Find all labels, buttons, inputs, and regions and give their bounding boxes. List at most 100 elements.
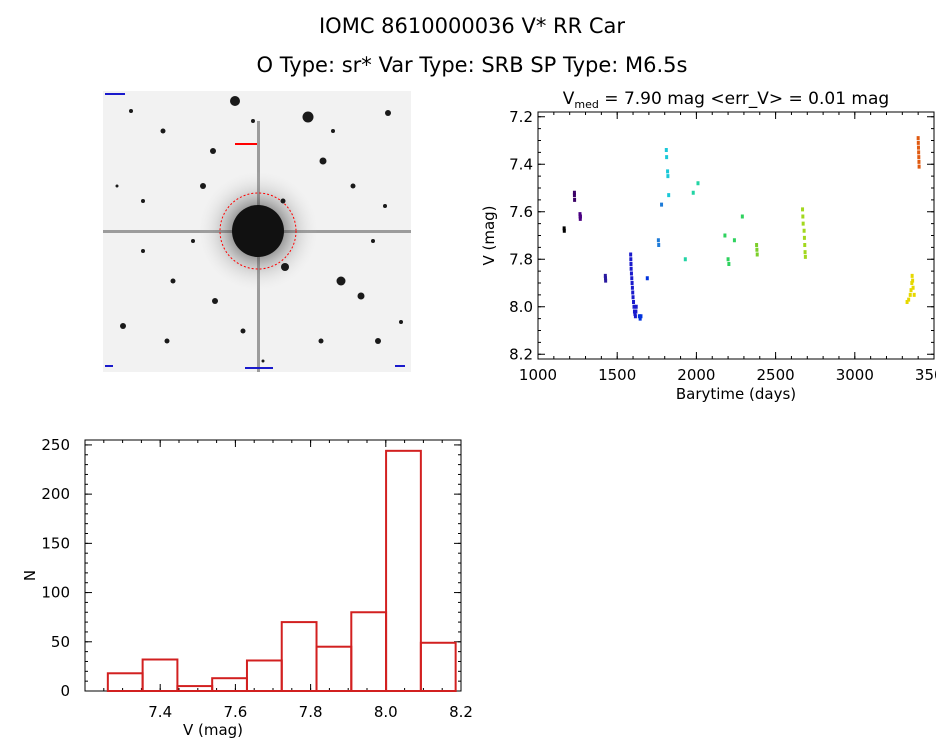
x-tick-label: 2000 <box>677 366 715 384</box>
data-point <box>727 262 731 266</box>
y-axis-label: V (mag) <box>480 205 498 265</box>
x-tick-label: 1500 <box>598 366 636 384</box>
data-point <box>683 257 687 262</box>
data-point <box>629 262 633 266</box>
data-point <box>603 273 607 278</box>
star-dot <box>371 239 375 243</box>
star-dot <box>164 338 170 344</box>
data-point <box>726 257 730 262</box>
data-point <box>910 273 914 278</box>
data-point <box>912 292 916 297</box>
data-point <box>917 150 921 155</box>
star-dot <box>399 320 403 324</box>
histogram-bar <box>280 621 318 692</box>
star-dot <box>251 119 255 123</box>
data-point <box>916 136 920 141</box>
data-point <box>691 190 695 195</box>
data-point <box>657 243 661 247</box>
data-point <box>656 238 660 243</box>
data-point <box>667 193 671 198</box>
data-point <box>916 140 920 145</box>
star-dot <box>319 157 327 165</box>
data-point <box>572 190 576 195</box>
data-point <box>631 290 635 295</box>
data-point <box>803 243 807 247</box>
y-tick-label: 200 <box>41 485 70 503</box>
histogram-bar <box>141 658 179 692</box>
data-point <box>911 285 915 290</box>
data-point <box>631 295 635 300</box>
star-dot <box>280 198 286 204</box>
y-tick-label: 100 <box>41 584 70 602</box>
data-point <box>573 197 577 202</box>
data-point <box>562 226 566 231</box>
x-tick-label: 7.8 <box>299 703 323 721</box>
star-dot <box>336 276 346 286</box>
x-axis-label: Barytime (days) <box>676 385 796 403</box>
background-stars <box>115 96 403 363</box>
data-point <box>803 250 807 255</box>
y-tick-label: 8.0 <box>509 298 533 316</box>
histogram-bar <box>245 659 283 692</box>
data-point <box>908 292 912 297</box>
data-point <box>634 304 638 309</box>
data-point <box>572 193 576 198</box>
data-point <box>629 271 633 276</box>
data-point <box>907 297 911 302</box>
star-dot <box>212 298 218 304</box>
y-axis-label: N <box>21 570 39 581</box>
data-point <box>801 221 805 226</box>
x-tick-label: 8.0 <box>374 703 398 721</box>
star-dot <box>210 148 216 154</box>
star-dot <box>115 184 119 188</box>
data-point <box>604 278 608 283</box>
histogram-bar <box>419 641 457 693</box>
data-point <box>802 228 806 233</box>
star-dot <box>160 128 166 134</box>
star-dot <box>375 338 381 344</box>
star-dot <box>318 338 324 344</box>
star-dot <box>357 292 365 300</box>
data-point <box>696 181 700 186</box>
data-point <box>639 314 643 319</box>
data-point <box>664 148 668 152</box>
star-dot <box>350 183 356 189</box>
data-point <box>629 266 633 271</box>
star-dot <box>383 204 387 208</box>
plot-frame <box>537 111 935 360</box>
star-dot <box>200 183 206 189</box>
y-tick-label: 250 <box>41 436 70 454</box>
star-dot <box>170 278 176 284</box>
y-tick-label: 7.6 <box>509 203 533 221</box>
y-tick-label: 7.4 <box>509 155 533 173</box>
data-point <box>666 174 670 179</box>
data-point <box>803 254 807 259</box>
histogram-bar <box>350 611 388 692</box>
y-tick-label: 7.8 <box>509 250 533 268</box>
data-point <box>905 300 909 304</box>
data-point <box>665 155 669 160</box>
x-tick-label: 1000 <box>519 366 557 384</box>
data-point <box>917 155 921 160</box>
image-annotations <box>105 93 405 369</box>
histogram-bar <box>211 677 248 692</box>
data-point <box>578 216 582 221</box>
data-point <box>916 145 920 150</box>
star-dot <box>141 199 145 203</box>
chart-title: IOMC 8610000036 V* RR Car <box>318 14 626 38</box>
star-dot <box>230 96 240 106</box>
data-point <box>910 281 914 285</box>
x-tick-label: 3500 <box>915 366 936 384</box>
histogram-bar <box>176 685 214 692</box>
target-circle <box>219 192 297 270</box>
data-point <box>633 311 637 316</box>
data-point <box>723 233 727 238</box>
data-point <box>578 214 582 219</box>
histogram-bar <box>106 672 144 692</box>
data-point <box>603 276 607 281</box>
data-point <box>633 314 637 319</box>
star-dot <box>385 110 391 116</box>
data-point <box>632 300 636 304</box>
histogram-bar <box>315 645 353 693</box>
data-point <box>629 257 633 262</box>
